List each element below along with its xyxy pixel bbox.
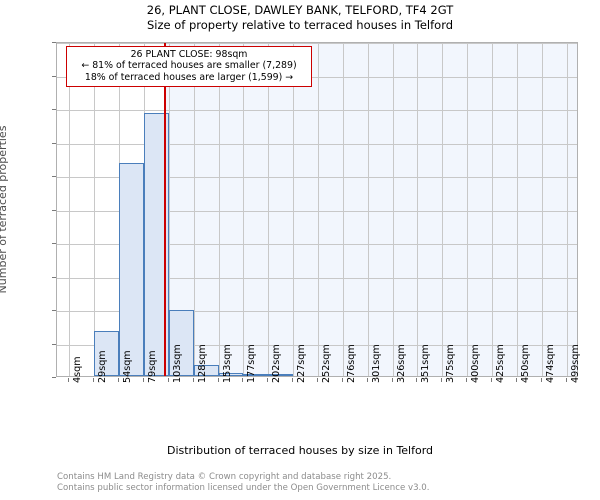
- gridline-vertical: [442, 43, 443, 376]
- y-axis-tick-mark: [52, 377, 56, 378]
- gridline-horizontal: [57, 177, 577, 178]
- x-axis-tick-mark: [441, 378, 443, 382]
- gridline-horizontal: [57, 244, 577, 245]
- x-axis-tick-label: 128sqm: [196, 344, 208, 383]
- annotation-line-2: ← 81% of terraced houses are smaller (7,…: [81, 60, 297, 72]
- gridline-vertical: [219, 43, 220, 376]
- property-annotation-box: 26 PLANT CLOSE: 98sqm ← 81% of terraced …: [66, 46, 312, 88]
- gridline-horizontal: [57, 110, 577, 111]
- x-axis-tick-label: 103sqm: [171, 344, 183, 383]
- histogram-bar: [218, 373, 244, 376]
- histogram-bar: [268, 374, 294, 376]
- histogram-bar: [94, 331, 120, 376]
- x-axis-tick-label: 499sqm: [569, 344, 581, 383]
- x-axis-tick-mark: [466, 378, 468, 382]
- histogram-bar: [243, 374, 269, 376]
- footer-line-2: Contains public sector information licen…: [57, 482, 430, 493]
- gridline-vertical: [243, 43, 244, 376]
- x-axis-tick-mark: [491, 378, 492, 382]
- annotation-line-3: 18% of terraced houses are larger (1,599…: [84, 71, 294, 83]
- x-axis-tick-label: 54sqm: [122, 350, 134, 383]
- gridline-vertical: [268, 43, 269, 376]
- x-axis-tick-mark: [167, 378, 169, 382]
- x-axis-tick-mark: [93, 378, 95, 382]
- gridline-vertical: [169, 43, 170, 376]
- gridline-horizontal: [57, 43, 577, 44]
- x-axis-tick-mark: [118, 378, 120, 382]
- x-axis-tick-mark: [242, 378, 244, 382]
- x-axis-tick-mark: [565, 378, 567, 382]
- gridline-horizontal: [57, 143, 577, 145]
- chart-title-line-1: 26, PLANT CLOSE, DAWLEY BANK, TELFORD, T…: [146, 3, 454, 17]
- x-axis-tick-label: 326sqm: [395, 344, 407, 383]
- x-axis-tick-label: 4sqm: [72, 356, 84, 383]
- gridline-vertical: [542, 43, 543, 376]
- x-axis-tick-label: 474sqm: [544, 344, 556, 383]
- x-axis-title: Distribution of terraced houses by size …: [166, 444, 434, 457]
- x-axis-tick-mark: [317, 378, 318, 382]
- gridline-vertical: [94, 43, 95, 376]
- gridline-vertical: [567, 43, 568, 376]
- x-axis-tick-label: 351sqm: [420, 344, 432, 383]
- histogram-bar: [193, 364, 219, 376]
- x-axis-tick-label: 29sqm: [97, 350, 109, 383]
- x-axis-tick-mark: [68, 378, 70, 382]
- larger-properties-shaded-region: [163, 43, 577, 376]
- gridline-horizontal: [57, 210, 577, 212]
- x-axis-tick-mark: [391, 378, 393, 382]
- histogram-bar: [168, 310, 194, 376]
- gridline-vertical: [69, 43, 70, 376]
- x-axis-tick-mark: [540, 378, 542, 382]
- chart-title-line-2: Size of property relative to terraced ho…: [146, 18, 454, 32]
- x-axis-tick-mark: [292, 378, 294, 382]
- x-axis-tick-mark: [515, 378, 517, 382]
- x-axis-tick-mark: [366, 378, 368, 382]
- x-axis-tick-label: 450sqm: [519, 344, 531, 383]
- y-axis-title: Number of terraced properties: [0, 125, 9, 294]
- x-axis-tick-label: 227sqm: [296, 344, 308, 383]
- x-axis-tick-label: 177sqm: [246, 344, 258, 383]
- gridline-vertical: [293, 43, 294, 376]
- x-axis-tick-label: 202sqm: [271, 344, 283, 383]
- x-axis-tick-mark: [416, 378, 418, 382]
- x-axis-tick-label: 301sqm: [370, 344, 382, 383]
- gridline-vertical: [417, 43, 418, 376]
- x-axis-tick-label: 400sqm: [470, 344, 482, 383]
- chart-footer: Contains HM Land Registry data © Crown c…: [57, 472, 577, 493]
- x-axis-tick-mark: [217, 378, 219, 382]
- x-axis-tick-label: 252sqm: [321, 344, 332, 383]
- footer-line-1: Contains HM Land Registry data © Crown c…: [57, 472, 392, 482]
- gridline-vertical: [194, 43, 195, 376]
- gridline-vertical: [467, 43, 468, 376]
- histogram-bar: [119, 162, 144, 376]
- plot-area: [56, 42, 578, 377]
- x-axis-tick-mark: [341, 378, 343, 382]
- x-axis-tick-label: 425sqm: [495, 344, 506, 383]
- x-axis-tick-label: 276sqm: [345, 344, 357, 383]
- gridline-vertical: [517, 43, 518, 376]
- gridline-vertical: [343, 43, 344, 376]
- gridline-horizontal: [57, 311, 577, 312]
- property-size-marker-line: [163, 43, 166, 376]
- annotation-line-1: 26 PLANT CLOSE: 98sqm: [130, 49, 248, 60]
- gridline-horizontal: [57, 277, 577, 279]
- x-axis-tick-label: 375sqm: [445, 344, 457, 383]
- gridline-horizontal: [57, 76, 577, 78]
- gridline-vertical: [318, 43, 319, 376]
- chart-title: 26, PLANT CLOSE, DAWLEY BANK, TELFORD, T…: [0, 3, 600, 33]
- gridline-vertical: [492, 43, 493, 376]
- x-axis-tick-label: 153sqm: [221, 344, 233, 383]
- gridline-horizontal: [57, 344, 577, 346]
- gridline-vertical: [368, 43, 369, 376]
- x-axis-tick-mark: [192, 378, 194, 382]
- x-axis-tick-label: 79sqm: [147, 350, 158, 383]
- x-axis-tick-mark: [143, 378, 144, 382]
- x-axis-tick-mark: [267, 378, 269, 382]
- gridline-vertical: [393, 43, 394, 376]
